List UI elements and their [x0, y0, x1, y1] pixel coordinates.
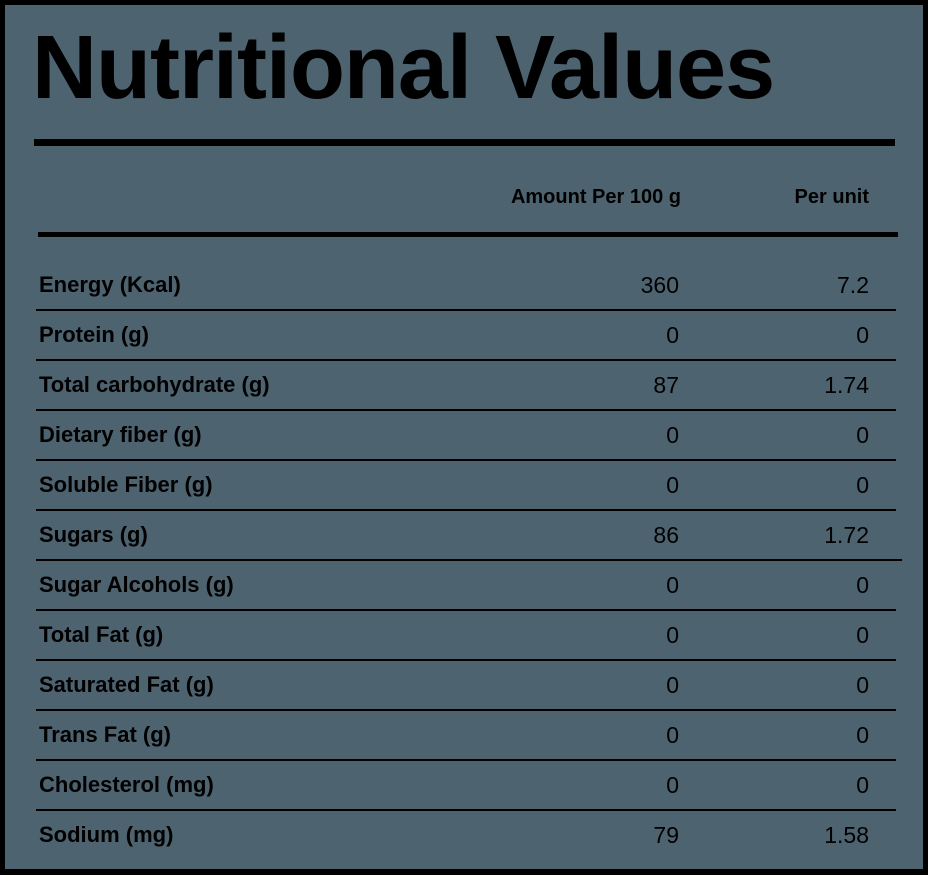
row-divider: [36, 459, 896, 461]
per-unit-value: 0: [856, 422, 869, 448]
nutrient-name: Cholesterol (mg): [39, 772, 214, 797]
per-unit-value: 1.74: [824, 372, 869, 398]
nutrient-name: Dietary fiber (g): [39, 422, 202, 447]
table-row: Total Fat (g) 0 0: [0, 610, 928, 660]
nutrient-name: Trans Fat (g): [39, 722, 172, 747]
per-unit-value: 0: [856, 472, 869, 498]
per-unit-value: 0: [856, 722, 869, 748]
nutrient-name: Sugars (g): [39, 522, 148, 547]
table-row: Sugars (g) 86 1.72: [0, 510, 928, 560]
page-title: Nutritional Values: [32, 18, 775, 118]
table-row: Sugar Alcohols (g) 0 0: [0, 560, 928, 610]
header-amount-per-100g: Amount Per 100 g: [510, 186, 681, 208]
nutrient-name: Total carbohydrate (g): [39, 372, 270, 397]
per-unit-value: 0: [856, 772, 869, 798]
row-divider: [36, 559, 902, 561]
nutrition-label-panel: [5, 5, 923, 869]
nutrient-name: Soluble Fiber (g): [39, 472, 213, 497]
table-row: Sodium (mg) 79 1.58: [0, 810, 928, 860]
per-unit-value: 7.2: [837, 272, 869, 298]
row-divider: [36, 809, 896, 811]
nutrient-name: Total Fat (g): [39, 622, 164, 647]
per-unit-value: 0: [856, 322, 869, 348]
table-row: Dietary fiber (g) 0 0: [0, 410, 928, 460]
row-divider: [36, 409, 896, 411]
amount-per-100g-value: 0: [666, 722, 679, 748]
table-row: Total carbohydrate (g) 87 1.74: [0, 360, 928, 410]
per-unit-value: 0: [856, 572, 869, 598]
row-divider: [36, 659, 896, 661]
row-divider: [36, 759, 896, 761]
row-divider: [36, 309, 896, 311]
amount-per-100g-value: 86: [653, 522, 679, 548]
row-divider: [36, 359, 896, 361]
title-divider: [34, 139, 895, 146]
header-divider: [38, 232, 898, 237]
table-row: Trans Fat (g) 0 0: [0, 710, 928, 760]
amount-per-100g-value: 360: [640, 272, 679, 298]
row-divider: [36, 609, 896, 611]
nutrient-name: Protein (g): [39, 322, 149, 347]
amount-per-100g-value: 0: [666, 672, 679, 698]
table-row: Cholesterol (mg) 0 0: [0, 760, 928, 810]
amount-per-100g-value: 0: [666, 572, 679, 598]
table-row: Protein (g) 0 0: [0, 310, 928, 360]
per-unit-value: 0: [856, 622, 869, 648]
per-unit-value: 1.58: [824, 822, 869, 848]
amount-per-100g-value: 0: [666, 622, 679, 648]
table-row: Saturated Fat (g) 0 0: [0, 660, 928, 710]
table-row: Energy (Kcal) 360 7.2: [0, 260, 928, 310]
amount-per-100g-value: 0: [666, 772, 679, 798]
nutrient-name: Saturated Fat (g): [39, 672, 214, 697]
nutrient-name: Sugar Alcohols (g): [39, 572, 234, 597]
row-divider: [36, 709, 896, 711]
amount-per-100g-value: 79: [653, 822, 679, 848]
amount-per-100g-value: 0: [666, 472, 679, 498]
amount-per-100g-value: 0: [666, 422, 679, 448]
header-per-unit: Per unit: [794, 186, 869, 208]
nutrient-name: Sodium (mg): [39, 822, 174, 847]
table-row: Soluble Fiber (g) 0 0: [0, 460, 928, 510]
amount-per-100g-value: 0: [666, 322, 679, 348]
amount-per-100g-value: 87: [653, 372, 679, 398]
per-unit-value: 1.72: [824, 522, 869, 548]
row-divider: [36, 509, 896, 511]
per-unit-value: 0: [856, 672, 869, 698]
nutrient-name: Energy (Kcal): [39, 272, 181, 297]
